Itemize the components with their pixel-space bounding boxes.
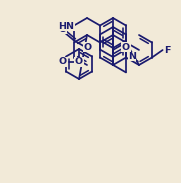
- Text: O: O: [58, 25, 66, 34]
- Text: N: N: [128, 52, 136, 61]
- Text: O: O: [122, 43, 130, 52]
- Text: O: O: [59, 57, 67, 66]
- Text: O: O: [75, 57, 83, 66]
- Text: O: O: [84, 42, 92, 51]
- Text: F: F: [164, 46, 171, 55]
- Text: HN: HN: [58, 22, 74, 31]
